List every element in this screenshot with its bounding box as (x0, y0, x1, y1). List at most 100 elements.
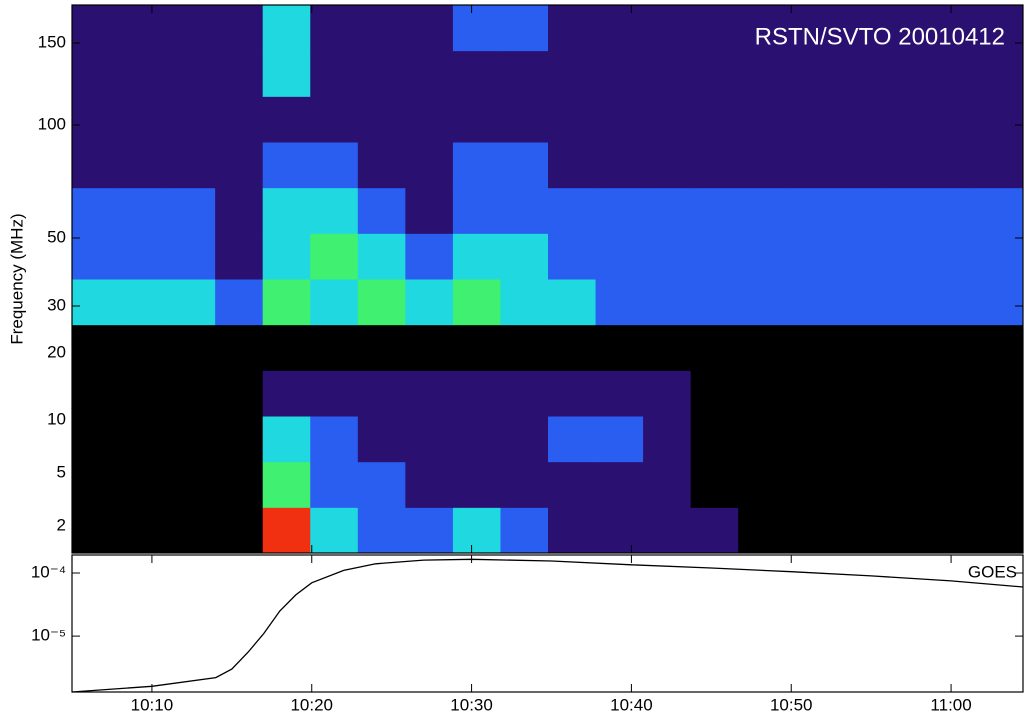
heatmap-cell (214, 187, 263, 234)
heatmap-cell (309, 96, 358, 143)
heatmap-cell (167, 370, 216, 417)
heatmap-cell (642, 279, 691, 326)
heatmap-cell (262, 370, 311, 417)
heatmap-cell (119, 416, 168, 463)
heatmap-cell (167, 416, 216, 463)
heatmap-cell (832, 370, 881, 417)
heatmap-cell (214, 5, 263, 52)
x-tick-label: 10:10 (131, 695, 174, 714)
heatmap-cell (167, 279, 216, 326)
heatmap-cell (452, 507, 501, 554)
heatmap-cell (642, 507, 691, 554)
x-tick-label: 10:40 (610, 695, 653, 714)
heatmap-cell (880, 324, 929, 371)
heatmap-cell (927, 507, 976, 554)
heatmap-cell (547, 142, 596, 189)
heatmap-cell (72, 416, 121, 463)
heatmap-cell (119, 142, 168, 189)
heatmap-cell (262, 96, 311, 143)
heatmap-cell (167, 96, 216, 143)
heatmap-cell (880, 416, 929, 463)
goes-line (71, 558, 1024, 693)
heatmap-cell (262, 461, 311, 508)
heatmap-cell (357, 416, 406, 463)
heatmap-cell (595, 96, 644, 143)
heatmap-cell (690, 370, 739, 417)
heatmap-cell (167, 50, 216, 97)
heatmap-cell (595, 5, 644, 52)
heatmap-cell (832, 416, 881, 463)
heatmap-cell (832, 142, 881, 189)
heatmap-cell (785, 279, 834, 326)
heatmap-cell (357, 5, 406, 52)
heatmap-cell (72, 142, 121, 189)
heatmap-cell (72, 507, 121, 554)
heatmap-cell (547, 416, 596, 463)
heatmap-cell (690, 142, 739, 189)
heatmap-cell (167, 5, 216, 52)
heatmap-cell (690, 416, 739, 463)
heatmap-cell (832, 187, 881, 234)
heatmap-cell (167, 187, 216, 234)
heatmap-cell (832, 233, 881, 280)
heatmap-cell (262, 233, 311, 280)
heatmap-cell (642, 187, 691, 234)
heatmap-cell (785, 187, 834, 234)
heatmap-cell (737, 416, 786, 463)
heatmap-cell (214, 96, 263, 143)
heatmap-cell (72, 324, 121, 371)
heatmap-cell (737, 50, 786, 97)
heatmap-cell (642, 142, 691, 189)
heatmap-cell (642, 233, 691, 280)
y-tick-label: 20 (47, 342, 66, 361)
y-tick-label: 30 (47, 295, 66, 314)
heatmap-cell (452, 279, 501, 326)
heatmap-cell (119, 370, 168, 417)
heatmap-cell (737, 233, 786, 280)
heatmap-cell (737, 142, 786, 189)
heatmap-cell (927, 461, 976, 508)
y-tick-label: 10⁻⁵ (31, 626, 66, 645)
heatmap-cell (690, 50, 739, 97)
heatmap-cell (404, 187, 453, 234)
heatmap-cell (309, 187, 358, 234)
heatmap-cell (880, 461, 929, 508)
heatmap-cell (499, 187, 548, 234)
heatmap-cell (167, 233, 216, 280)
y-tick-label: 50 (47, 227, 66, 246)
heatmap-cell (927, 370, 976, 417)
heatmap-cell (404, 5, 453, 52)
heatmap-cell (72, 96, 121, 143)
heatmap-cell (737, 187, 786, 234)
x-tick-label: 10:50 (770, 695, 813, 714)
heatmap-cell (927, 324, 976, 371)
heatmap-cell (72, 50, 121, 97)
heatmap-cell (309, 142, 358, 189)
heatmap-cell (262, 50, 311, 97)
heatmap-cell (975, 507, 1024, 554)
heatmap-cell (595, 187, 644, 234)
heatmap-cell (452, 370, 501, 417)
heatmap-cell (547, 187, 596, 234)
chart-title: RSTN/SVTO 20010412 (755, 23, 1005, 50)
heatmap-cell (785, 507, 834, 554)
heatmap-cell (785, 142, 834, 189)
heatmap-cell (404, 461, 453, 508)
heatmap-cell (975, 370, 1024, 417)
heatmap-cell (72, 5, 121, 52)
heatmap-cell (119, 324, 168, 371)
heatmap-cell (690, 324, 739, 371)
heatmap-cell (880, 96, 929, 143)
heatmap-cell (880, 370, 929, 417)
heatmap-cell (547, 96, 596, 143)
heatmap-cell (72, 279, 121, 326)
heatmap-cell (927, 279, 976, 326)
heatmap-cell (309, 324, 358, 371)
heatmap-cell (214, 416, 263, 463)
heatmap-cell (785, 461, 834, 508)
heatmap-cell (499, 324, 548, 371)
y-tick-label: 5 (57, 462, 66, 481)
heatmap-cell (975, 142, 1024, 189)
heatmap-cell (214, 279, 263, 326)
heatmap-cell (404, 279, 453, 326)
